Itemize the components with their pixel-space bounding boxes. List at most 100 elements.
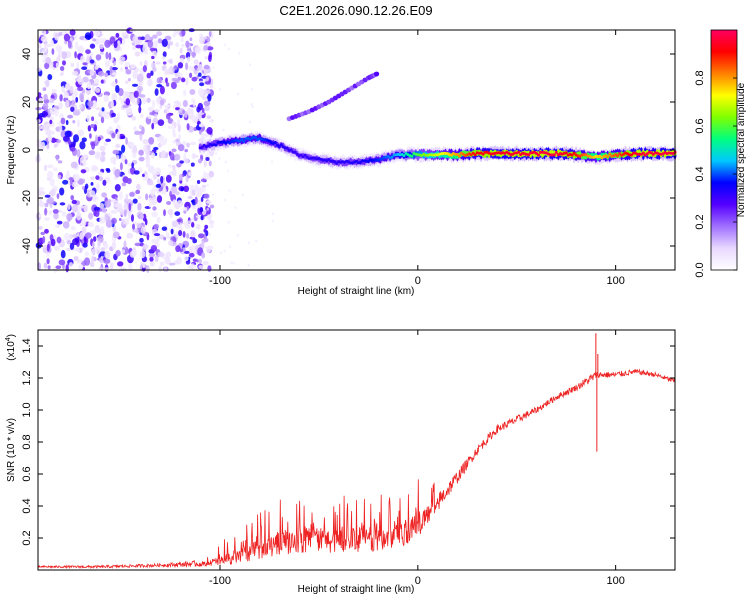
- noise-blob: [142, 45, 148, 54]
- noise-blob: [45, 44, 52, 48]
- noise-blob: [66, 213, 73, 221]
- spectral-peak: [537, 153, 540, 157]
- spectral-peak: [273, 141, 277, 144]
- noise-blob: [247, 264, 250, 267]
- noise-blob: [175, 245, 181, 253]
- noise-blob: [55, 62, 60, 68]
- noise-blob: [179, 160, 184, 164]
- noise-blob: [97, 240, 101, 247]
- noise-blob: [189, 188, 193, 197]
- noise-blob: [100, 79, 104, 84]
- noise-blob: [46, 164, 54, 169]
- noise-blob: [124, 91, 130, 96]
- noise-blob: [159, 261, 165, 266]
- spectral-peak: [289, 148, 293, 152]
- noise-blob: [57, 160, 63, 164]
- colorbar-tick-label: 0.0: [694, 262, 706, 277]
- noise-blob: [219, 251, 222, 255]
- noise-blob: [49, 116, 55, 121]
- noise-blob: [58, 259, 66, 266]
- noise-blob: [71, 99, 75, 108]
- noise-blob: [39, 197, 42, 203]
- noise-blob: [227, 47, 231, 51]
- noise-blob: [154, 88, 159, 96]
- noise-blob: [152, 117, 159, 125]
- noise-blob: [192, 258, 198, 262]
- noise-blob: [166, 201, 172, 205]
- noise-blob: [169, 152, 175, 161]
- noise-blob: [169, 58, 173, 64]
- snr-scale-prefix: (x10: [6, 341, 17, 361]
- noise-blob: [203, 193, 210, 199]
- noise-blob: [80, 55, 85, 63]
- noise-blob: [76, 119, 80, 128]
- noise-blob: [208, 31, 212, 37]
- noise-blob: [81, 219, 87, 227]
- noise-blob: [94, 78, 100, 84]
- noise-blob: [178, 134, 182, 140]
- noise-blob: [115, 85, 120, 93]
- noise-blob: [165, 82, 170, 87]
- noise-blob: [142, 139, 149, 145]
- noise-blob: [50, 94, 55, 100]
- noise-blob: [157, 178, 160, 185]
- noise-blob: [129, 94, 133, 102]
- noise-blob: [158, 265, 162, 272]
- noise-blob: [186, 142, 190, 148]
- noise-blob: [92, 197, 97, 202]
- noise-blob: [104, 250, 111, 259]
- snr-scale-label: (x104): [5, 334, 17, 361]
- noise-blob: [177, 62, 184, 69]
- noise-blob: [109, 65, 113, 74]
- noise-blob: [152, 34, 158, 39]
- noise-blob: [89, 133, 92, 139]
- spectral-peak: [380, 157, 384, 161]
- noise-blob: [155, 183, 161, 188]
- noise-blob: [95, 246, 101, 251]
- noise-blob: [146, 265, 150, 274]
- noise-blob: [237, 51, 241, 55]
- noise-blob: [151, 122, 155, 130]
- noise-blob: [78, 264, 84, 270]
- noise-blob: [83, 204, 89, 213]
- noise-blob: [100, 226, 105, 235]
- snr-panel: -100 0 100 0.2 0.4 0.6 0.8 1.0 1.2 1.4 Height of…: [5, 329, 676, 595]
- noise-blob: [206, 200, 212, 204]
- noise-blob: [181, 77, 186, 83]
- noise-blob: [151, 201, 156, 206]
- x-tick-label: -100: [209, 275, 231, 287]
- noise-blob: [75, 96, 79, 103]
- noise-blob: [168, 67, 171, 75]
- noise-blob: [49, 98, 55, 104]
- noise-blob: [191, 189, 196, 196]
- noise-blob: [163, 209, 166, 217]
- noise-blob: [271, 219, 275, 223]
- spectral-peak: [366, 160, 370, 164]
- noise-blob: [187, 220, 192, 224]
- noise-blob: [37, 44, 42, 49]
- noise-blob: [66, 170, 70, 177]
- noise-blob: [47, 265, 51, 270]
- noise-blob: [138, 81, 143, 86]
- noise-blob: [59, 202, 66, 206]
- spectral-peak: [299, 153, 303, 157]
- noise-blob: [47, 134, 53, 143]
- spectral-peak: [630, 153, 633, 157]
- noise-blob: [205, 157, 210, 161]
- noise-blob: [102, 207, 107, 213]
- noise-blob: [206, 127, 213, 135]
- noise-blob: [142, 65, 147, 73]
- noise-blob: [157, 38, 163, 44]
- noise-blob: [71, 225, 76, 231]
- noise-blob: [95, 134, 98, 143]
- noise-blob: [111, 81, 117, 87]
- noise-blob: [90, 248, 98, 255]
- spectral-peak: [554, 151, 558, 154]
- noise-blob: [154, 108, 160, 113]
- noise-blob: [73, 173, 80, 182]
- noise-blob: [228, 189, 231, 192]
- noise-blob: [153, 233, 161, 237]
- noise-blob: [151, 211, 158, 218]
- noise-blob: [224, 198, 227, 202]
- noise-blob: [132, 45, 137, 51]
